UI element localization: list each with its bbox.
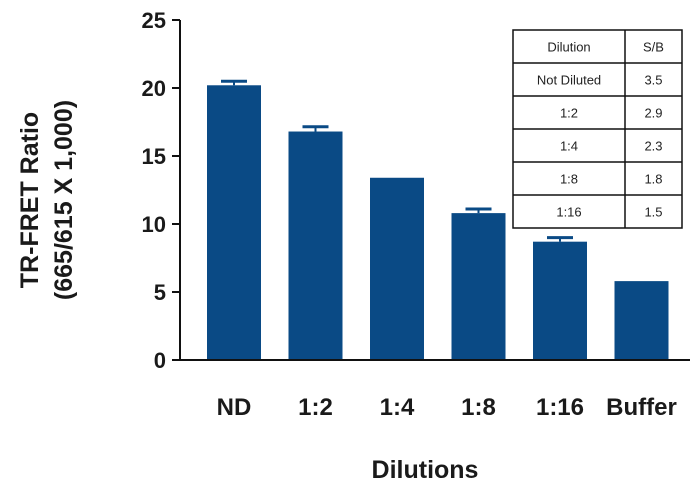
table-cell: 1:8 bbox=[560, 172, 578, 187]
bar bbox=[533, 241, 587, 360]
y-tick-label: 25 bbox=[142, 8, 166, 33]
table-cell: 2.3 bbox=[644, 139, 662, 154]
y-tick-label: 10 bbox=[142, 212, 166, 237]
bar bbox=[207, 85, 261, 360]
y-axis-ticks: 0 5 10 15 20 25 bbox=[142, 8, 180, 373]
table-cell: 3.5 bbox=[644, 73, 662, 88]
table-cell: 1.8 bbox=[644, 172, 662, 187]
y-axis-title-line: (665/615 X 1,000) bbox=[50, 100, 78, 300]
y-tick-label: 5 bbox=[154, 280, 166, 305]
sb-table: Dilution S/B Not Diluted 3.5 1:2 2.9 1:4 2.3 1:8… bbox=[512, 29, 683, 229]
category-label: Buffer bbox=[606, 394, 677, 421]
y-tick-label: 20 bbox=[142, 76, 166, 101]
table-cell: 1:2 bbox=[560, 106, 578, 121]
category-label: 1:16 bbox=[536, 394, 584, 421]
x-axis-categories: ND 1:2 1:4 1:8 1:16 Buffer bbox=[217, 394, 677, 421]
y-axis-title-line: TR-FRET Ratio bbox=[16, 112, 44, 288]
category-label: ND bbox=[217, 394, 252, 421]
table-header-cell: S/B bbox=[643, 40, 664, 55]
bar bbox=[288, 131, 343, 360]
table-cell: 1.5 bbox=[644, 205, 662, 220]
category-label: 1:8 bbox=[461, 394, 496, 421]
x-axis-title: Dilutions bbox=[372, 456, 479, 484]
bar bbox=[614, 281, 669, 360]
axes bbox=[179, 20, 690, 361]
category-label: 1:4 bbox=[380, 394, 415, 421]
table-cell: 1:16 bbox=[556, 205, 581, 220]
y-axis-title: TR-FRET Ratio (665/615 X 1,000) bbox=[16, 100, 78, 300]
y-tick-label: 15 bbox=[142, 144, 166, 169]
bar bbox=[451, 213, 506, 360]
category-label: 1:2 bbox=[298, 394, 333, 421]
table-header-cell: Dilution bbox=[547, 40, 590, 55]
bars bbox=[207, 79, 669, 360]
table-cell: Not Diluted bbox=[537, 73, 601, 88]
y-tick-label: 0 bbox=[154, 348, 166, 373]
bar bbox=[370, 177, 424, 360]
table-cell: 2.9 bbox=[644, 106, 662, 121]
table-cell: 1:4 bbox=[560, 139, 578, 154]
